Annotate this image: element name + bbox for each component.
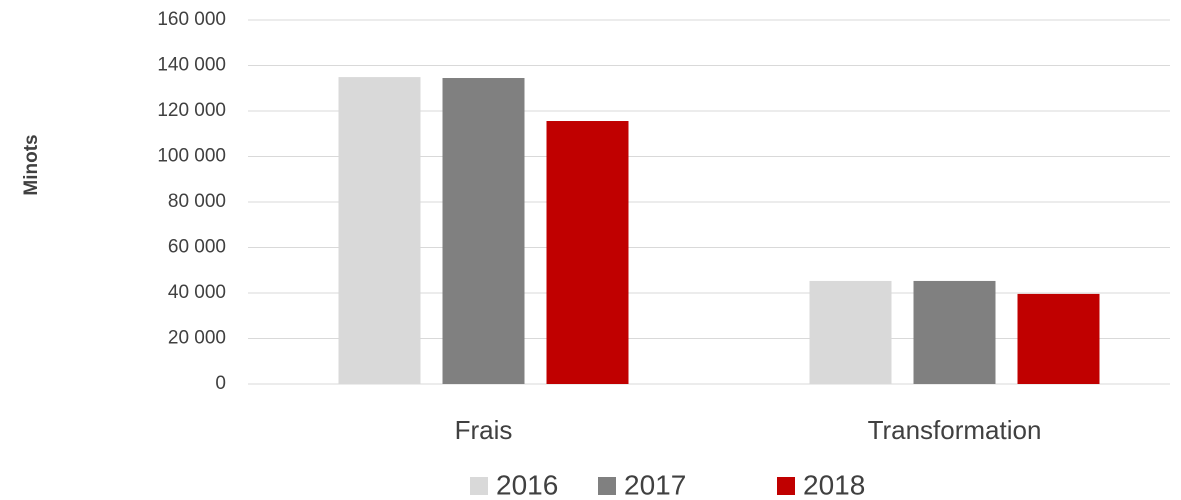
bar: [338, 77, 421, 384]
x-tick-label: Transformation: [868, 415, 1042, 445]
bar: [442, 78, 525, 384]
bar: [546, 121, 629, 384]
y-tick-label: 80 000: [168, 191, 226, 212]
bar: [809, 280, 892, 384]
legend-swatch: [470, 477, 488, 495]
x-tick-label: Frais: [455, 415, 513, 445]
y-tick-label: 120 000: [157, 100, 226, 121]
bar: [1017, 293, 1100, 384]
y-tick-label: 0: [215, 373, 226, 394]
y-tick-label: 160 000: [157, 9, 226, 30]
y-tick-label: 20 000: [168, 328, 226, 349]
legend-label: 2018: [803, 469, 865, 500]
y-tick-label: 60 000: [168, 237, 226, 258]
legend-swatch: [598, 477, 616, 495]
y-tick-label: 100 000: [157, 146, 226, 167]
legend-label: 2016: [496, 469, 558, 500]
y-axis-title: Minots: [21, 134, 42, 195]
bar: [913, 280, 996, 384]
legend-label: 2017: [624, 469, 686, 500]
y-tick-label: 140 000: [157, 55, 226, 76]
y-tick-label: 40 000: [168, 282, 226, 303]
legend-swatch: [777, 477, 795, 495]
